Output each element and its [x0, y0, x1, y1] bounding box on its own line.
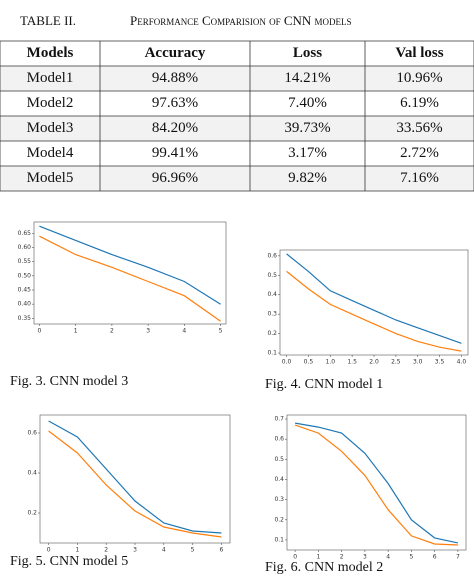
x-tick-label: 4 — [386, 554, 390, 561]
loss-line — [39, 225, 221, 305]
table-cell: 6.19% — [400, 95, 439, 111]
table-cell: Model5 — [27, 170, 74, 186]
loss-line — [48, 430, 222, 538]
y-tick-label: 0.6 — [274, 436, 284, 443]
y-tick-label: 0.45 — [18, 287, 32, 294]
y-tick-label: 0.1 — [267, 350, 277, 357]
x-tick-label: 3.5 — [435, 359, 445, 366]
y-tick-label: 0.35 — [18, 315, 32, 322]
plot-frame — [286, 414, 467, 551]
y-tick-label: 0.65 — [18, 230, 32, 237]
header-cell: Accuracy — [145, 45, 206, 61]
figure-caption: Fig. 3. CNN model 3 — [10, 374, 128, 389]
x-tick-label: 7 — [456, 554, 460, 561]
table-cell: Model4 — [27, 145, 74, 161]
y-tick-label: 0.1 — [274, 536, 284, 543]
figure-caption: Fig. 5. CNN model 5 — [10, 554, 128, 569]
x-tick-label: 0 — [47, 547, 51, 554]
y-tick-label: 0.7 — [274, 416, 284, 423]
y-tick-label: 0.5 — [267, 272, 277, 279]
y-tick-label: 0.55 — [18, 258, 32, 265]
x-tick-label: 4 — [162, 547, 166, 554]
x-tick-label: 3 — [133, 547, 137, 554]
table-cell: 7.16% — [400, 170, 439, 186]
x-tick-label: 1 — [76, 547, 80, 554]
x-tick-label: 5 — [219, 328, 223, 335]
x-tick-label: 3 — [146, 328, 150, 335]
y-tick-label: 0.6 — [27, 430, 37, 437]
loss-line — [48, 420, 222, 534]
y-tick-label: 0.4 — [267, 291, 277, 298]
table-cell: 94.88% — [152, 70, 198, 86]
x-tick-label: 0.5 — [304, 359, 314, 366]
table-cell: 97.63% — [152, 95, 198, 111]
table-cell: 99.41% — [152, 145, 198, 161]
y-tick-label: 0.60 — [18, 244, 32, 251]
x-tick-label: 1.5 — [347, 359, 357, 366]
y-tick-label: 0.3 — [274, 496, 284, 503]
table-cell: 39.73% — [284, 120, 330, 136]
table-cell: 7.40% — [288, 95, 327, 111]
x-tick-label: 1.0 — [326, 359, 336, 366]
x-tick-label: 6 — [219, 547, 223, 554]
table-cell: 9.82% — [288, 170, 327, 186]
table-cell: 14.21% — [284, 70, 330, 86]
row-shade — [0, 66, 474, 91]
row-shade — [0, 166, 474, 191]
y-tick-label: 0.3 — [267, 311, 277, 318]
y-tick-label: 0.2 — [267, 330, 277, 337]
plot-frame — [33, 221, 227, 325]
header-cell: Models — [27, 45, 74, 61]
y-tick-label: 0.2 — [274, 516, 284, 523]
table-cell: 10.96% — [396, 70, 442, 86]
y-tick-label: 0.5 — [274, 456, 284, 463]
table-cell: 84.20% — [152, 120, 198, 136]
table-cell: Model3 — [27, 120, 74, 136]
loss-line — [39, 235, 221, 322]
y-tick-label: 0.4 — [27, 470, 37, 477]
y-tick-label: 0.4 — [274, 476, 284, 483]
plot-frame — [39, 414, 231, 544]
x-tick-label: 1 — [316, 554, 320, 561]
figure-caption: Fig. 6. CNN model 2 — [265, 560, 383, 575]
table-number: TABLE II. — [20, 13, 76, 28]
row-shade — [0, 116, 474, 141]
plot-frame — [279, 249, 469, 356]
y-tick-label: 0.6 — [267, 252, 277, 259]
y-tick-label: 0.50 — [18, 272, 32, 279]
x-tick-label: 2 — [110, 328, 114, 335]
table-cell: 3.17% — [288, 145, 327, 161]
x-tick-label: 0.0 — [282, 359, 292, 366]
x-tick-label: 5 — [409, 554, 413, 561]
table-cell: 2.72% — [400, 145, 439, 161]
x-tick-label: 5 — [191, 547, 195, 554]
x-tick-label: 6 — [433, 554, 437, 561]
loss-line — [286, 253, 462, 344]
x-tick-label: 4 — [182, 328, 186, 335]
table-title: Performance Comparision of CNN models — [130, 13, 352, 28]
x-tick-label: 2 — [340, 554, 344, 561]
figure-caption: Fig. 4. CNN model 1 — [265, 377, 383, 392]
y-tick-label: 0.2 — [27, 510, 37, 517]
table-cell: Model2 — [27, 95, 74, 111]
loss-line — [294, 422, 459, 544]
x-tick-label: 0 — [293, 554, 297, 561]
header-cell: Loss — [293, 45, 322, 61]
loss-line — [294, 424, 458, 546]
table-cell: 96.96% — [152, 170, 198, 186]
table-cell: Model1 — [27, 70, 74, 86]
x-tick-label: 3.0 — [413, 359, 423, 366]
table-cell: 33.56% — [396, 120, 442, 136]
y-tick-label: 0.40 — [18, 301, 32, 308]
loss-line — [286, 270, 462, 352]
x-tick-label: 2.5 — [391, 359, 401, 366]
header-cell: Val loss — [395, 45, 443, 61]
x-tick-label: 0 — [38, 328, 42, 335]
x-tick-label: 2 — [104, 547, 108, 554]
x-tick-label: 3 — [363, 554, 367, 561]
x-tick-label: 1 — [74, 328, 78, 335]
x-tick-label: 2.0 — [369, 359, 379, 366]
x-tick-label: 4.0 — [457, 359, 467, 366]
